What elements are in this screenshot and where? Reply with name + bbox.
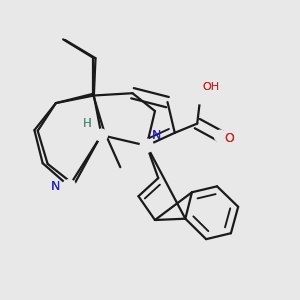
Text: H: H (83, 117, 92, 130)
Text: OH: OH (202, 82, 219, 92)
Circle shape (62, 180, 76, 193)
Text: OH: OH (202, 82, 219, 92)
Text: O: O (224, 132, 234, 145)
Circle shape (95, 129, 107, 141)
Text: N: N (152, 129, 161, 142)
Text: H: H (83, 117, 92, 130)
Text: N: N (152, 129, 161, 142)
Circle shape (140, 139, 153, 152)
Text: N: N (50, 180, 60, 193)
Text: O: O (224, 132, 234, 145)
Circle shape (192, 87, 209, 104)
Text: N: N (50, 180, 60, 193)
Circle shape (214, 130, 226, 142)
